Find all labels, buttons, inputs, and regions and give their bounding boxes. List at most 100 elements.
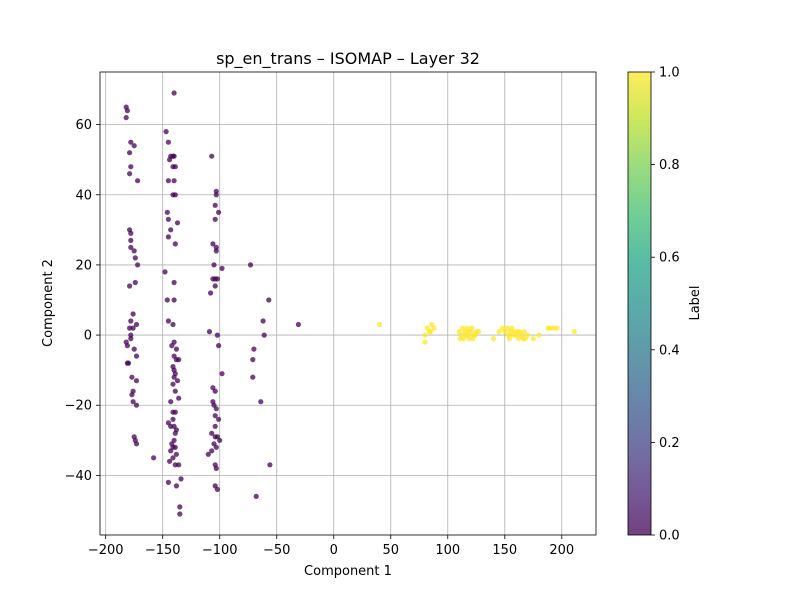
data-point: [169, 343, 175, 349]
data-point: [129, 374, 135, 380]
x-tick-label: 200: [549, 543, 574, 558]
data-point: [176, 395, 182, 401]
data-point: [171, 297, 177, 303]
colorbar: [628, 72, 651, 535]
data-point: [172, 192, 178, 198]
colorbar-label: Label: [688, 285, 703, 320]
data-point: [422, 339, 428, 345]
data-point: [128, 244, 134, 250]
data-point: [165, 234, 171, 240]
data-point: [212, 388, 218, 394]
colorbar-frame: [627, 71, 652, 536]
data-point: [133, 378, 140, 384]
y-axis: −40 −20 0 20 40 60: [65, 118, 100, 484]
grid-lines: [100, 72, 596, 535]
data-point: [171, 178, 177, 184]
data-point: [128, 139, 134, 145]
x-axis-label: Component 1: [304, 564, 392, 579]
colorbar-axis: 0.0 0.2 0.4 0.6 0.8 1.0: [651, 66, 680, 544]
data-point: [216, 416, 222, 422]
data-point: [177, 511, 183, 517]
data-point: [211, 262, 217, 268]
data-point: [213, 465, 219, 471]
data-point: [127, 283, 133, 289]
data-point: [206, 329, 213, 335]
data-point: [173, 451, 179, 457]
x-tick-label: 0: [330, 543, 338, 558]
data-point: [131, 143, 137, 149]
data-point: [133, 402, 140, 408]
data-point: [465, 329, 471, 335]
data-point: [216, 343, 222, 349]
x-tick-label: 50: [382, 543, 399, 558]
data-point: [506, 336, 512, 342]
data-point: [128, 336, 134, 342]
data-point: [170, 416, 176, 422]
data-point: [167, 157, 173, 163]
data-point: [128, 237, 134, 243]
data-point: [521, 329, 527, 335]
x-tick-label: −150: [145, 543, 181, 558]
data-point: [125, 360, 132, 366]
data-point: [216, 209, 222, 215]
colorbar-tick-label: 0.4: [659, 343, 680, 358]
y-tick-label: −20: [65, 399, 92, 414]
data-point: [165, 216, 171, 222]
data-point: [173, 346, 179, 352]
data-point: [128, 230, 134, 236]
y-tick-label: 0: [84, 329, 92, 344]
data-point: [127, 171, 133, 177]
data-point: [171, 279, 177, 286]
data-point: [172, 164, 178, 170]
data-point: [127, 150, 133, 156]
data-points: [123, 90, 577, 517]
y-tick-label: −40: [65, 469, 92, 484]
data-point: [490, 336, 496, 342]
data-point: [130, 311, 136, 317]
data-point: [165, 479, 171, 485]
data-point: [170, 381, 176, 387]
data-point: [133, 441, 140, 447]
data-point: [260, 318, 266, 324]
data-point: [515, 336, 522, 342]
data-point: [163, 129, 169, 135]
plot-area-frame: [99, 71, 597, 536]
x-tick-label: −50: [263, 543, 290, 558]
x-tick-label: 150: [492, 543, 517, 558]
data-point: [151, 455, 157, 461]
data-point: [128, 318, 134, 324]
data-point: [124, 343, 130, 349]
data-point: [135, 262, 141, 268]
data-point: [250, 374, 256, 380]
data-point: [172, 430, 178, 436]
data-point: [267, 462, 273, 468]
data-point: [176, 357, 182, 363]
data-point: [127, 325, 133, 331]
data-point: [133, 321, 140, 328]
data-point: [164, 297, 170, 303]
data-point: [212, 423, 218, 429]
data-point: [429, 321, 435, 328]
data-point: [167, 458, 173, 464]
data-point: [132, 255, 138, 261]
data-point: [214, 486, 220, 492]
x-tick-label: −200: [88, 543, 124, 558]
data-point: [170, 455, 176, 461]
data-point: [165, 139, 171, 145]
data-point: [212, 202, 218, 208]
data-point: [162, 269, 168, 275]
data-point: [165, 178, 171, 184]
data-point: [129, 392, 135, 398]
y-tick-label: 60: [75, 118, 92, 133]
data-point: [130, 399, 136, 405]
data-point: [208, 290, 214, 296]
data-point: [209, 430, 215, 436]
data-point: [426, 329, 433, 335]
data-point: [376, 321, 382, 328]
data-point: [128, 164, 134, 170]
data-point: [205, 451, 211, 457]
data-point: [132, 279, 138, 286]
data-point: [172, 241, 178, 247]
data-point: [171, 90, 177, 96]
